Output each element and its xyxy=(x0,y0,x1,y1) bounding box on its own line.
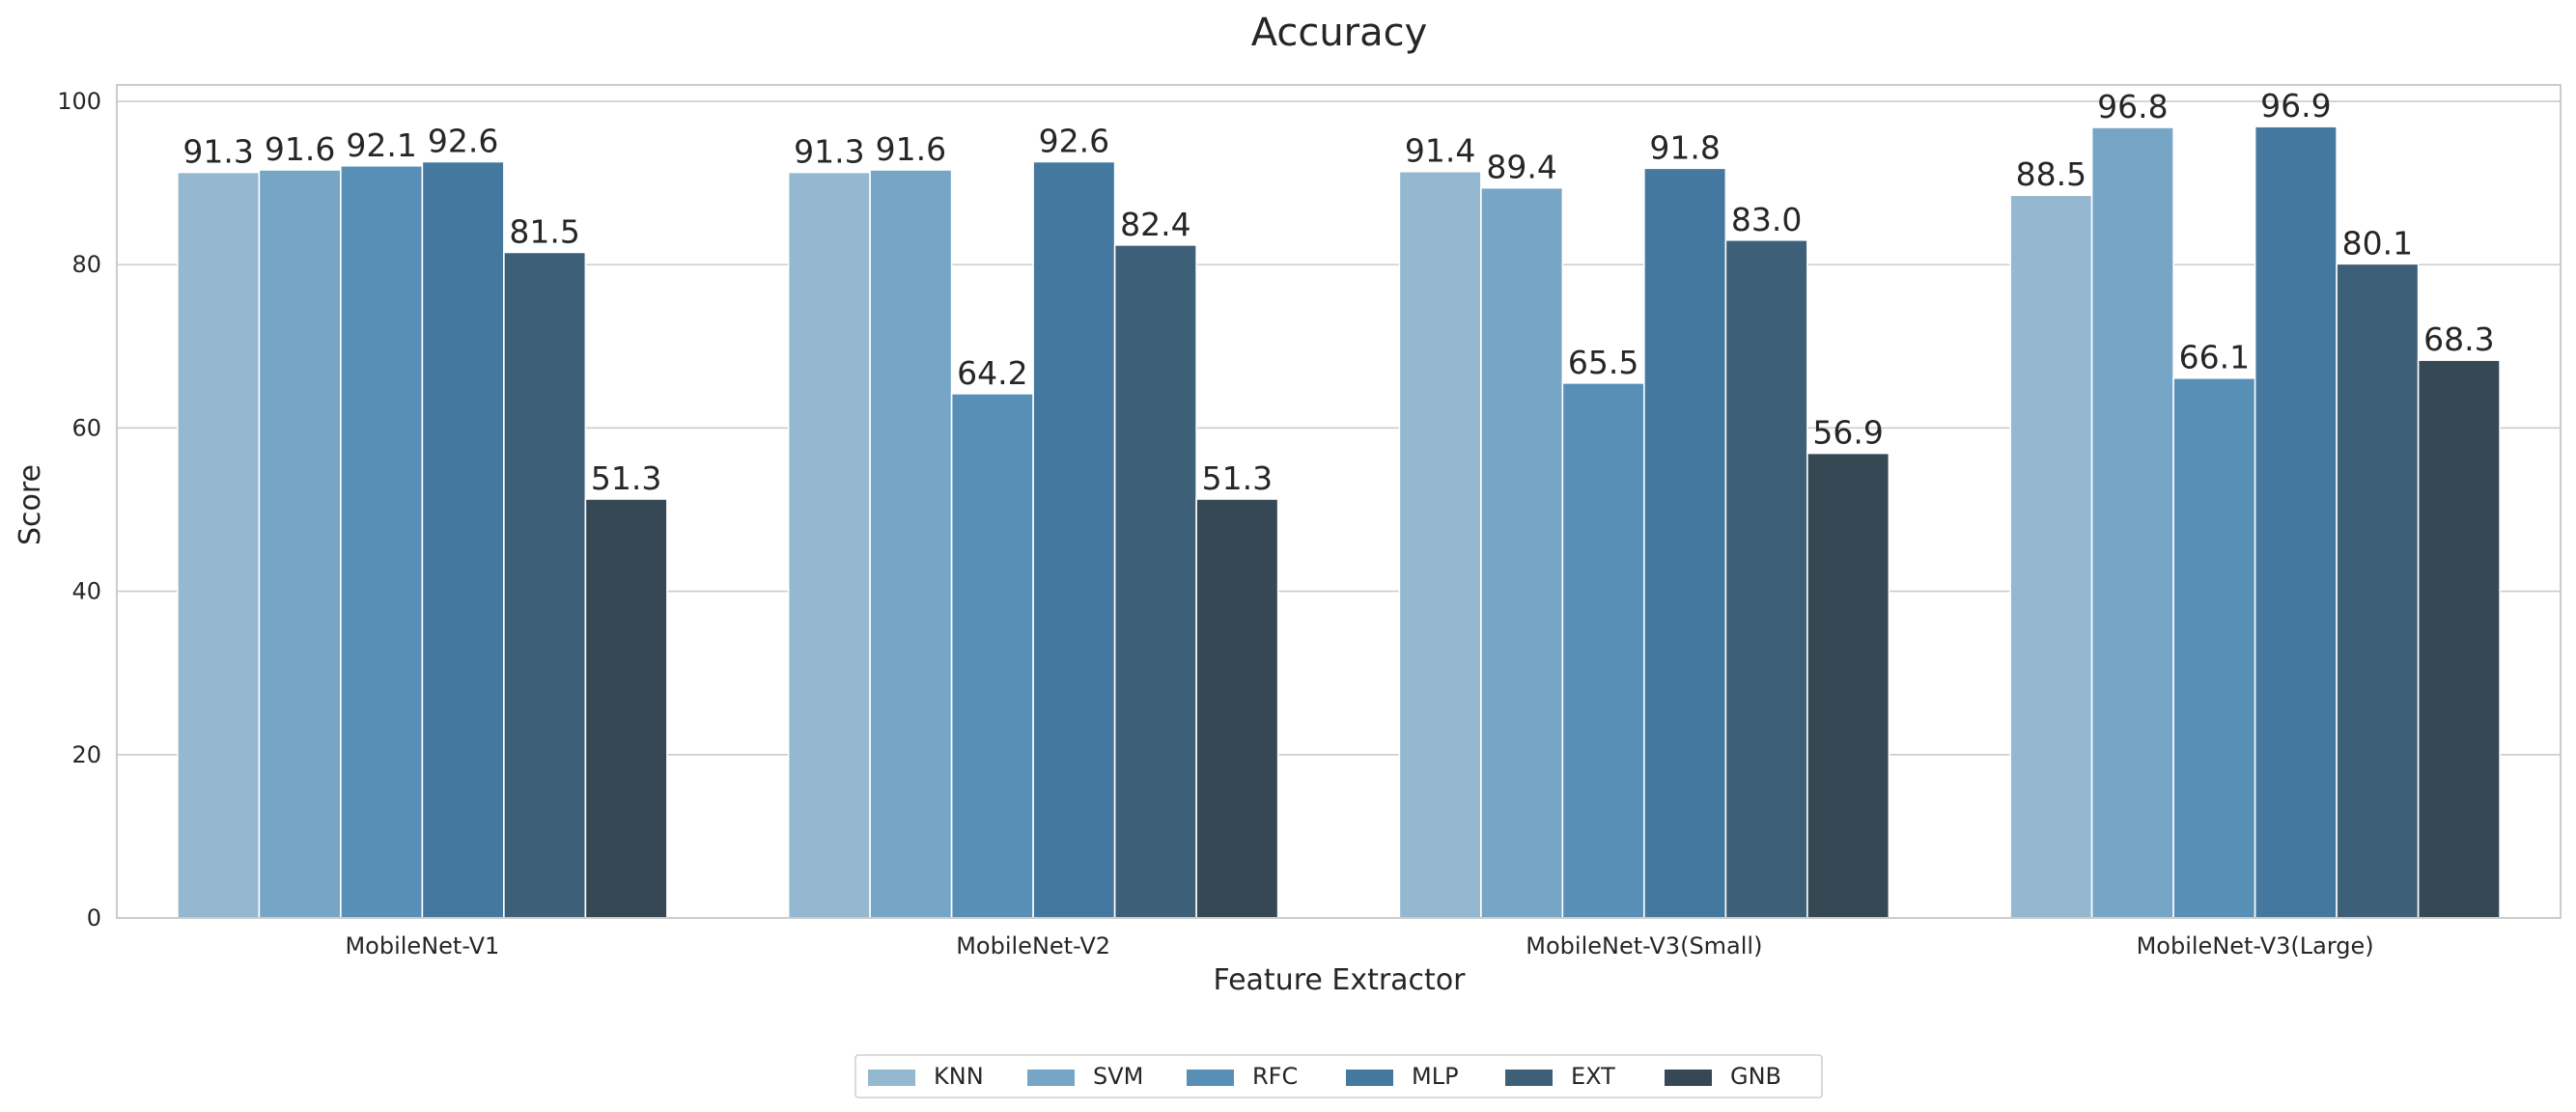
bar-knn xyxy=(2009,194,2093,919)
bar-svm xyxy=(258,169,342,919)
y-tick-label: 100 xyxy=(57,88,101,115)
bar-ext xyxy=(2336,263,2420,919)
data-label: 92.6 xyxy=(1039,123,1109,160)
bar-mlp xyxy=(1032,160,1116,919)
x-tick-labels: MobileNet-V1 MobileNet-V2 MobileNet-V3(Sma… xyxy=(345,932,2373,959)
bar-svm xyxy=(869,169,953,919)
bar-rfc xyxy=(950,393,1034,919)
y-tick-labels: 0 20 40 60 80 100 xyxy=(57,88,101,931)
data-label: 91.3 xyxy=(182,133,253,171)
data-label-layer: 91.3 91.6 92.1 92.6 81.5 51.3 91.3 91.6 64.2 92.6… xyxy=(182,87,2494,497)
data-label: 51.3 xyxy=(591,459,661,497)
data-label: 91.8 xyxy=(1649,128,1720,166)
legend-label: GNB xyxy=(1730,1063,1781,1090)
bar-gnb xyxy=(584,498,668,919)
x-tick-label: MobileNet-V1 xyxy=(345,932,499,959)
bar-gnb xyxy=(2417,359,2501,919)
legend-swatch xyxy=(1027,1070,1075,1086)
data-label: 92.1 xyxy=(346,126,416,164)
data-label: 82.4 xyxy=(1120,206,1190,243)
legend-label: KNN xyxy=(934,1063,984,1090)
x-tick-label: MobileNet-V2 xyxy=(956,932,1110,959)
bar-ext xyxy=(1113,244,1197,919)
bar-ext xyxy=(1724,238,1808,919)
legend-swatch xyxy=(1346,1070,1393,1086)
bar-knn xyxy=(787,171,871,919)
legend-label: RFC xyxy=(1252,1063,1298,1090)
bar-rfc xyxy=(2172,376,2256,919)
data-label: 91.6 xyxy=(876,130,946,168)
data-label: 92.6 xyxy=(428,123,498,160)
data-label: 68.3 xyxy=(2423,320,2494,358)
legend: KNN SVM RFC MLP EXT GNB xyxy=(854,1054,1823,1098)
data-label: 91.4 xyxy=(1405,132,1475,170)
bar-ext xyxy=(503,251,587,919)
data-label: 96.8 xyxy=(2097,88,2168,125)
data-label: 91.6 xyxy=(265,130,335,168)
data-label: 88.5 xyxy=(2016,155,2086,193)
y-tick-label: 20 xyxy=(71,741,101,768)
data-label: 96.9 xyxy=(2260,87,2331,125)
legend-swatch xyxy=(868,1070,915,1086)
x-axis-label: Feature Extractor xyxy=(1213,963,1466,997)
y-tick-label: 80 xyxy=(71,251,101,278)
bar-svm xyxy=(2090,126,2174,919)
y-axis-label: Score xyxy=(14,464,47,545)
data-label: 51.3 xyxy=(1202,459,1273,497)
data-label: 83.0 xyxy=(1731,201,1802,238)
data-label: 80.1 xyxy=(2342,224,2413,262)
data-label: 91.3 xyxy=(794,133,864,171)
legend-item-rfc: RFC xyxy=(1187,1063,1298,1090)
bar-mlp xyxy=(2254,125,2338,919)
legend-item-knn: KNN xyxy=(868,1063,984,1090)
bar-rfc xyxy=(340,164,424,919)
plot-frame xyxy=(116,84,2562,919)
bar-mlp xyxy=(1643,167,1727,919)
y-tick-label: 0 xyxy=(87,904,101,931)
data-label: 65.5 xyxy=(1568,344,1638,381)
bar-knn xyxy=(177,171,261,919)
legend-item-mlp: MLP xyxy=(1346,1063,1459,1090)
legend-item-ext: EXT xyxy=(1505,1063,1615,1090)
bar-rfc xyxy=(1561,382,1645,919)
legend-label: EXT xyxy=(1571,1063,1615,1090)
legend-label: SVM xyxy=(1093,1063,1143,1090)
data-label: 56.9 xyxy=(1812,414,1883,452)
x-tick-label: MobileNet-V3(Small) xyxy=(1526,932,1762,959)
legend-swatch xyxy=(1665,1070,1712,1086)
legend-item-svm: SVM xyxy=(1027,1063,1143,1090)
legend-items: KNN SVM RFC MLP EXT GNB xyxy=(868,1063,1781,1090)
x-tick-label: MobileNet-V3(Large) xyxy=(2137,932,2374,959)
legend-swatch xyxy=(1505,1070,1553,1086)
bar-gnb xyxy=(1806,452,1890,919)
bar-layer xyxy=(177,125,2501,919)
data-label: 81.5 xyxy=(509,212,579,250)
bar-gnb xyxy=(1195,498,1279,919)
data-label: 64.2 xyxy=(957,354,1027,392)
legend-item-gnb: GNB xyxy=(1665,1063,1781,1090)
legend-box xyxy=(854,1054,1823,1098)
data-label: 89.4 xyxy=(1486,149,1556,186)
legend-label: MLP xyxy=(1412,1063,1459,1090)
bar-knn xyxy=(1398,170,1482,919)
y-tick-label: 60 xyxy=(71,414,101,441)
legend-swatch xyxy=(1187,1070,1234,1086)
data-label: 66.1 xyxy=(2179,339,2250,376)
bar-svm xyxy=(1480,186,1564,919)
y-tick-label: 40 xyxy=(71,578,101,605)
chart-title: Accuracy xyxy=(1251,11,1428,55)
bar-mlp xyxy=(421,160,505,919)
